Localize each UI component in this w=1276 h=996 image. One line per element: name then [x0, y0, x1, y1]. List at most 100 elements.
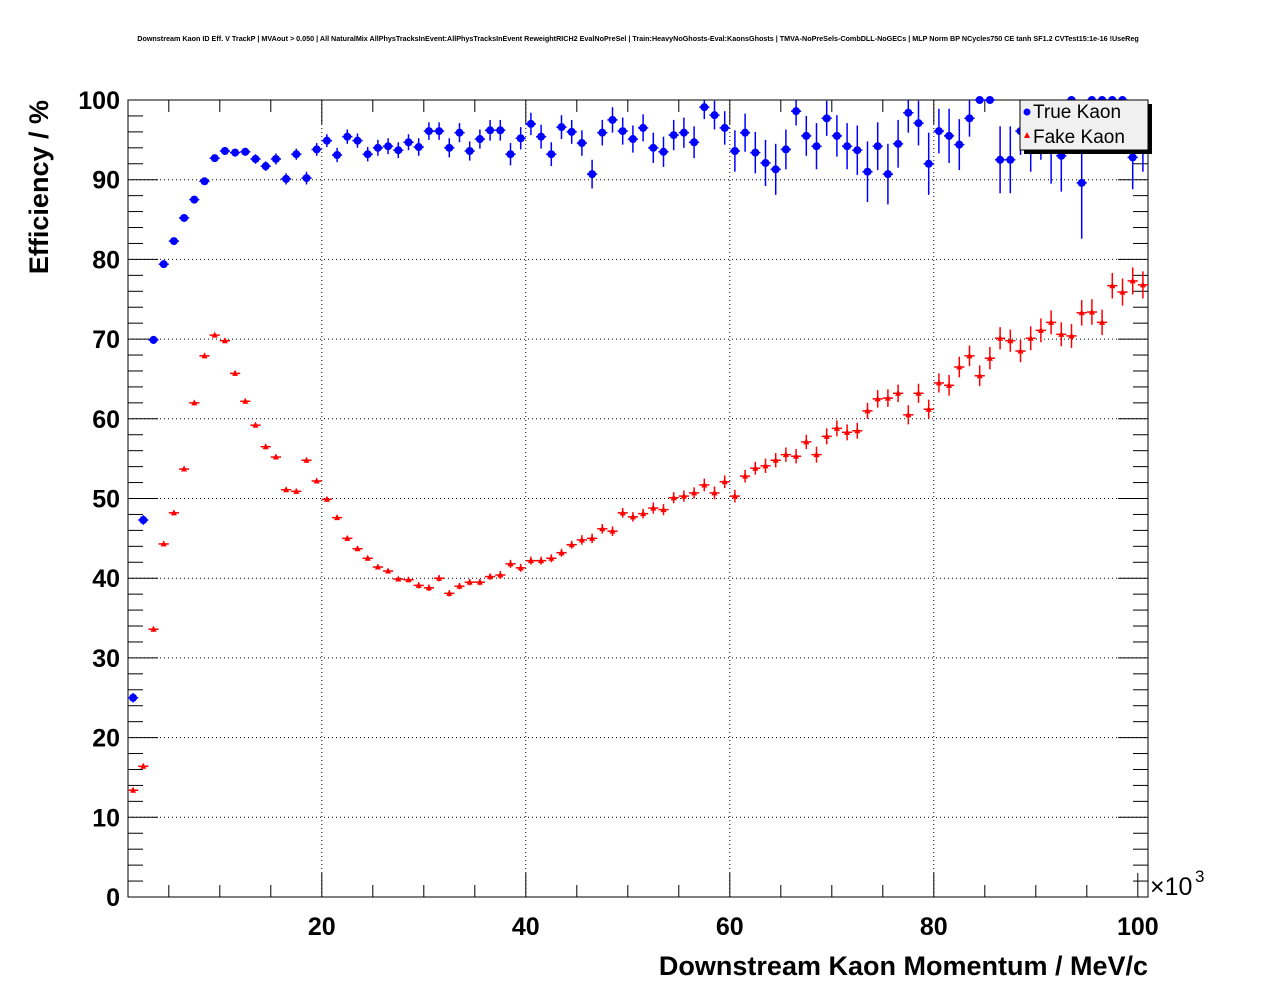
fake-kaon-point	[742, 472, 749, 479]
true-kaon-point	[894, 139, 903, 148]
fake-kaon-point	[568, 541, 575, 548]
true-kaon-point	[343, 132, 352, 141]
true-kaon-point	[312, 145, 321, 154]
fake-kaon-point	[997, 334, 1004, 341]
legend-fake-kaon-label: Fake Kaon	[1033, 127, 1125, 148]
fake-kaon-point	[874, 395, 881, 402]
fake-kaon-point	[395, 575, 402, 582]
fake-kaon-point	[935, 379, 942, 386]
y-tick-label: 0	[106, 884, 120, 912]
fake-kaon-point	[956, 363, 963, 370]
y-tick-label: 60	[92, 406, 120, 434]
fake-kaon-point	[1017, 347, 1024, 354]
true-kaon-point	[1128, 153, 1137, 162]
fake-kaon-point	[538, 557, 545, 564]
true-kaon-point	[741, 128, 750, 137]
fake-kaon-point	[701, 481, 708, 488]
y-tick-label: 40	[92, 565, 120, 593]
y-tick-label: 20	[92, 725, 120, 753]
fake-kaon-point	[680, 492, 687, 499]
fake-kaon-point	[507, 560, 514, 567]
true-kaon-point	[751, 148, 760, 157]
x-tick-label: 40	[512, 913, 540, 941]
true-kaon-point	[486, 126, 495, 135]
true-kaon-point	[322, 136, 331, 145]
fake-kaon-point	[140, 762, 147, 769]
true-kaon-point	[730, 147, 739, 156]
fake-kaon-point	[691, 489, 698, 496]
y-tick-label: 30	[92, 645, 120, 673]
fake-kaon-point	[782, 451, 789, 458]
true-kaon-point	[159, 260, 168, 269]
true-kaon-point	[271, 154, 280, 163]
fake-kaon-point	[1078, 309, 1085, 316]
true-kaon-point	[424, 127, 433, 136]
fake-kaon-point	[915, 389, 922, 396]
true-kaon-point	[710, 111, 719, 120]
fake-kaon-point	[334, 514, 341, 521]
true-kaon-point	[955, 140, 964, 149]
legend-true-kaon-marker	[1023, 108, 1031, 116]
fake-kaon-point	[364, 554, 371, 561]
true-kaon-point	[241, 147, 250, 156]
fake-kaon-point	[793, 452, 800, 459]
true-kaon-point	[200, 177, 209, 186]
fake-kaon-point	[823, 432, 830, 439]
fake-kaon-point	[313, 477, 320, 484]
true-kaon-point	[547, 150, 556, 159]
true-kaon-point	[129, 693, 138, 702]
fake-kaon-point	[711, 489, 718, 496]
fake-kaon-point	[548, 554, 555, 561]
true-kaon-point	[781, 145, 790, 154]
fake-kaon-point	[1037, 326, 1044, 333]
fake-kaon-point	[446, 589, 453, 596]
y-tick-label: 90	[92, 167, 120, 195]
fake-kaon-point	[599, 525, 606, 532]
true-kaon-point	[445, 143, 454, 152]
true-kaon-point	[832, 131, 841, 140]
legend-fake-kaon-marker	[1024, 132, 1030, 138]
true-kaon-point	[506, 150, 515, 159]
true-kaon-point	[251, 154, 260, 163]
fake-kaon-point	[854, 427, 861, 434]
fake-kaon-point	[731, 492, 738, 499]
fake-kaon-point	[762, 462, 769, 469]
y-tick-label: 50	[92, 486, 120, 514]
true-kaon-point	[577, 139, 586, 148]
fake-kaon-point	[1139, 281, 1146, 288]
fake-kaon-point	[293, 487, 300, 494]
true-kaon-point	[496, 126, 505, 135]
fake-kaon-point	[425, 584, 432, 591]
fake-kaon-point	[527, 557, 534, 564]
true-kaon-point	[1006, 155, 1015, 164]
true-kaon-point	[975, 96, 984, 104]
true-kaon-point	[373, 143, 382, 152]
fake-kaon-point	[252, 421, 259, 428]
fake-kaon-point	[303, 456, 310, 463]
x-axis-label: Downstream Kaon Momentum / MeV/c	[659, 951, 1148, 981]
true-kaon-point	[934, 127, 943, 136]
fake-kaon-point	[487, 573, 494, 580]
fake-kaon-point	[619, 509, 626, 516]
fake-kaon-point	[476, 578, 483, 585]
fake-kaon-point	[976, 372, 983, 379]
fake-kaon-point	[864, 407, 871, 414]
true-kaon-point	[720, 123, 729, 132]
true-kaon-point	[588, 170, 597, 179]
true-kaon-point	[598, 128, 607, 137]
fake-kaon-point	[497, 571, 504, 578]
true-kaon-point	[394, 146, 403, 155]
true-kaon-point	[700, 103, 709, 112]
true-kaon-point	[965, 114, 974, 123]
true-kaon-point	[618, 127, 627, 136]
true-kaon-point	[282, 174, 291, 183]
true-kaon-point	[435, 127, 444, 136]
fake-kaon-point	[1129, 277, 1136, 284]
fake-kaon-point	[415, 581, 422, 588]
x-tick-label: 80	[920, 913, 948, 941]
fake-kaon-point	[905, 411, 912, 418]
true-kaon-point	[863, 167, 872, 176]
true-kaon-point	[853, 146, 862, 155]
x-tick-label: 60	[716, 913, 744, 941]
fake-kaon-point	[170, 509, 177, 516]
